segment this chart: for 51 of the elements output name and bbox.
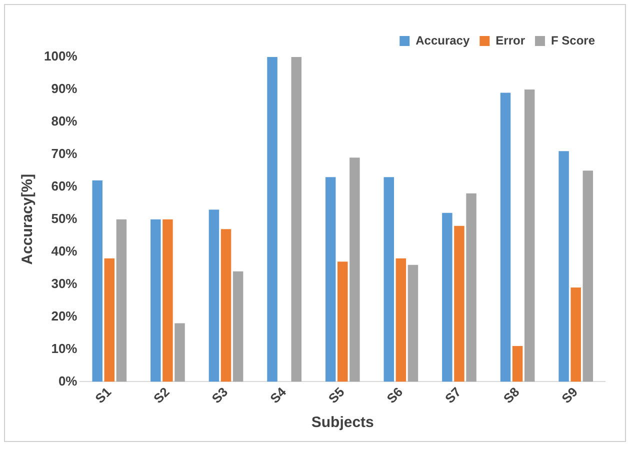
x-tick-label: S4: [267, 384, 290, 406]
x-tick-label: S9: [558, 384, 580, 406]
y-tick-label: 70%: [51, 146, 78, 161]
bar: [208, 210, 220, 382]
y-tick-label: 0%: [58, 373, 78, 388]
y-tick-label: 50%: [51, 210, 78, 226]
x-tick-label: S5: [325, 384, 348, 406]
bar: [570, 288, 581, 382]
bar: [500, 92, 511, 382]
y-tick-label: 100%: [44, 48, 78, 64]
y-tick-label: 30%: [51, 276, 78, 291]
bar: [558, 151, 569, 382]
bar: [442, 212, 452, 382]
bar: [338, 262, 348, 382]
y-tick-label: 40%: [51, 243, 78, 258]
bar: [162, 219, 173, 382]
y-axis-title: Accuracy[%]: [19, 174, 36, 265]
bar: [267, 57, 278, 382]
bar: [454, 226, 464, 382]
bar: [582, 170, 594, 382]
bar: [116, 219, 127, 382]
x-tick-label: S3: [208, 384, 231, 406]
bar: [150, 219, 161, 382]
bar: [466, 193, 476, 382]
legend-label: F Score: [550, 33, 596, 48]
bar: [104, 258, 115, 382]
legend-label: Error: [496, 33, 526, 48]
bar: [92, 180, 102, 382]
bar: [291, 57, 302, 382]
x-tick-label: S8: [500, 384, 522, 406]
x-tick-label: S6: [384, 384, 406, 406]
bar: [512, 346, 523, 382]
y-tick-label: 80%: [51, 114, 78, 129]
bar: [384, 177, 394, 382]
bar: [232, 271, 244, 382]
y-tick-label: 10%: [51, 340, 78, 356]
legend-label: Accuracy: [416, 33, 470, 48]
bar: [174, 323, 185, 382]
x-tick-label: S7: [442, 384, 464, 406]
x-tick-label: S1: [92, 384, 114, 406]
bar: [325, 177, 336, 382]
bar: [220, 229, 232, 382]
bar: [524, 89, 535, 382]
bar: [396, 258, 406, 382]
bar: [350, 158, 360, 382]
y-tick-label: 60%: [51, 178, 78, 194]
x-tick-label: S2: [150, 384, 172, 406]
y-tick-label: 90%: [51, 81, 78, 96]
x-axis-title: Subjects: [311, 414, 374, 432]
bar: [408, 264, 418, 382]
y-tick-label: 20%: [51, 308, 78, 324]
